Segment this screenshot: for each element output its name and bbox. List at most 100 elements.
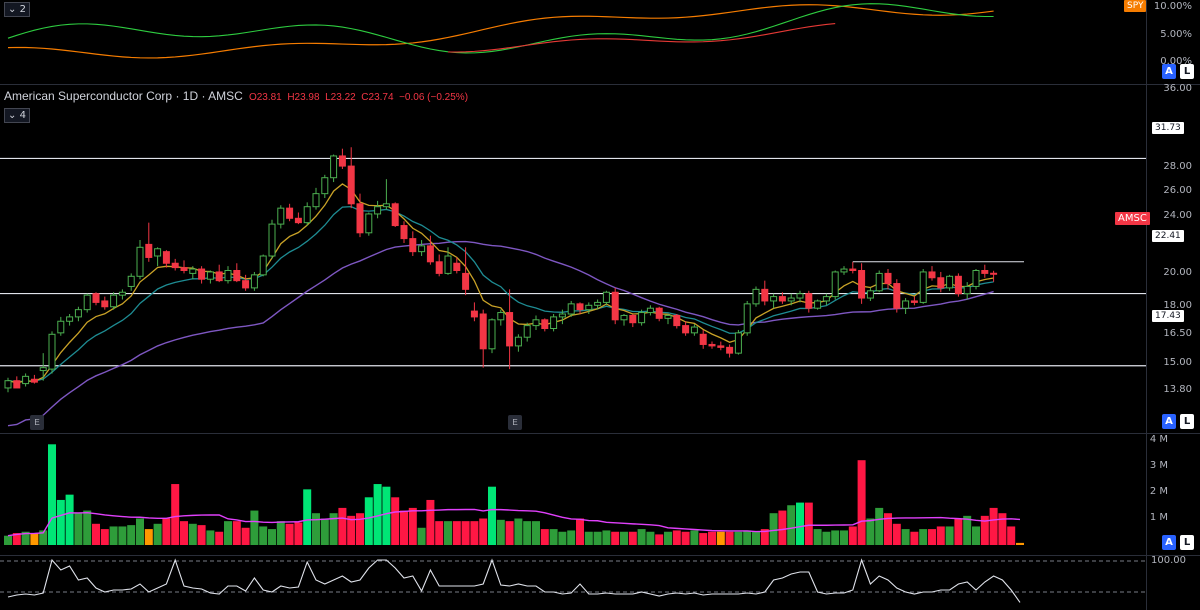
candle-body bbox=[708, 343, 716, 347]
cmp-axis-label-0: 10.00% bbox=[1153, 1, 1192, 12]
earnings-marker-1[interactable]: E bbox=[30, 415, 44, 430]
candle-body bbox=[4, 380, 12, 389]
candle-body bbox=[849, 268, 857, 272]
volume-bar bbox=[364, 497, 373, 545]
candle-body bbox=[822, 296, 830, 302]
change-value: −0.06 (−0.25%) bbox=[399, 92, 469, 103]
auto-scale-button-main[interactable]: A bbox=[1162, 414, 1176, 429]
volume-bar bbox=[954, 518, 963, 545]
volume-chart bbox=[4, 444, 1024, 545]
candle-body bbox=[866, 290, 874, 299]
log-scale-button-volume[interactable]: L bbox=[1180, 535, 1194, 550]
candle-body bbox=[840, 268, 848, 273]
volume-bar bbox=[118, 526, 127, 545]
auto-scale-button-comparison[interactable]: A bbox=[1162, 64, 1176, 79]
volume-bar bbox=[681, 531, 690, 545]
candle-body bbox=[558, 313, 566, 318]
candle-body bbox=[858, 270, 866, 299]
volume-bar bbox=[4, 535, 12, 545]
volume-bar bbox=[593, 531, 602, 545]
volume-bar bbox=[840, 530, 848, 545]
comparison-pane: ⌄ 2 SPY 10.00% 5.00% 0.00% A L bbox=[0, 0, 1200, 84]
volume-bar bbox=[690, 530, 699, 545]
volume-bar bbox=[505, 521, 514, 545]
candle-body bbox=[127, 275, 135, 287]
volume-bar bbox=[461, 521, 470, 545]
volume-bar bbox=[919, 529, 928, 545]
price-axis-label-13-8: 13.80 bbox=[1163, 384, 1192, 395]
candle-body bbox=[171, 262, 179, 269]
volume-bar bbox=[303, 489, 312, 545]
volume-bar bbox=[989, 507, 998, 545]
volume-axis-label-1m: 1 M bbox=[1149, 512, 1168, 523]
volume-bar bbox=[12, 533, 21, 545]
candle-body bbox=[400, 225, 408, 240]
price-axis-label-36: 36.00 bbox=[1163, 83, 1192, 94]
candle-body bbox=[831, 271, 839, 298]
log-scale-button-main[interactable]: L bbox=[1180, 414, 1194, 429]
candle-body bbox=[726, 346, 734, 354]
candle-body bbox=[347, 165, 355, 205]
volume-bar bbox=[716, 531, 725, 545]
candle-body bbox=[761, 288, 769, 302]
amsc-relative-line bbox=[7, 3, 994, 54]
volume-axis-label-4m: 4 M bbox=[1149, 434, 1168, 445]
hline-label-31-73: 31.73 bbox=[1152, 122, 1184, 134]
volume-bar bbox=[206, 530, 215, 545]
earnings-marker-2[interactable]: E bbox=[508, 415, 522, 430]
symbol-ticker: AMSC bbox=[208, 89, 243, 103]
log-scale-button-comparison[interactable]: L bbox=[1180, 64, 1194, 79]
volume-bar bbox=[92, 523, 100, 545]
candle-body bbox=[189, 268, 197, 274]
volume-bar bbox=[743, 530, 752, 545]
candle-body bbox=[338, 155, 346, 167]
collapse-button-main[interactable]: ⌄ 4 bbox=[4, 108, 30, 123]
candle-body bbox=[136, 246, 144, 277]
volume-bar bbox=[197, 525, 206, 545]
volume-bar bbox=[928, 529, 936, 545]
candle-body bbox=[673, 314, 681, 327]
volume-bar bbox=[725, 531, 734, 545]
candle-body bbox=[391, 203, 399, 227]
ema-short-line bbox=[7, 183, 994, 384]
price-axis-label-15: 15.00 bbox=[1163, 357, 1192, 368]
candle-body bbox=[541, 319, 549, 330]
volume-bar bbox=[285, 523, 294, 545]
legend-separator: · bbox=[175, 89, 180, 103]
amsc-price-tag: AMSC bbox=[1115, 212, 1150, 225]
candle-body bbox=[875, 272, 883, 292]
volume-bar bbox=[488, 486, 496, 545]
volume-bar bbox=[831, 530, 840, 545]
candle-body bbox=[294, 217, 302, 224]
volume-bar bbox=[998, 513, 1007, 545]
legend-separator: · bbox=[201, 89, 206, 103]
volume-axis-label-2m: 2 M bbox=[1149, 486, 1168, 497]
volume-bar bbox=[276, 521, 285, 545]
candle-body bbox=[48, 333, 56, 370]
price-axis-label-28: 28.00 bbox=[1163, 161, 1192, 172]
open-value: O23.81 bbox=[248, 92, 282, 103]
collapse-button-comparison[interactable]: ⌄ 2 bbox=[4, 2, 30, 17]
volume-bar bbox=[100, 529, 109, 545]
volume-bar bbox=[417, 527, 426, 545]
volume-bar bbox=[329, 513, 338, 545]
volume-bar bbox=[892, 523, 901, 545]
candle-body bbox=[83, 294, 91, 311]
volume-bar bbox=[470, 521, 479, 545]
candle-body bbox=[268, 223, 276, 257]
auto-scale-button-volume[interactable]: A bbox=[1162, 535, 1176, 550]
separator-volume bbox=[0, 555, 1200, 556]
candle-body bbox=[611, 291, 619, 321]
volume-bar bbox=[56, 499, 65, 545]
candle-body bbox=[497, 312, 505, 321]
volume-bar bbox=[699, 533, 708, 545]
sma-long-line bbox=[7, 240, 994, 427]
candle-body bbox=[365, 213, 373, 234]
price-axis-divider bbox=[1146, 0, 1147, 610]
candle-body bbox=[638, 312, 646, 324]
volume-bar bbox=[972, 526, 980, 545]
candle-body bbox=[567, 303, 575, 315]
oscillator-chart bbox=[0, 558, 1146, 603]
volume-bar bbox=[963, 515, 972, 545]
candle-body bbox=[972, 270, 980, 287]
